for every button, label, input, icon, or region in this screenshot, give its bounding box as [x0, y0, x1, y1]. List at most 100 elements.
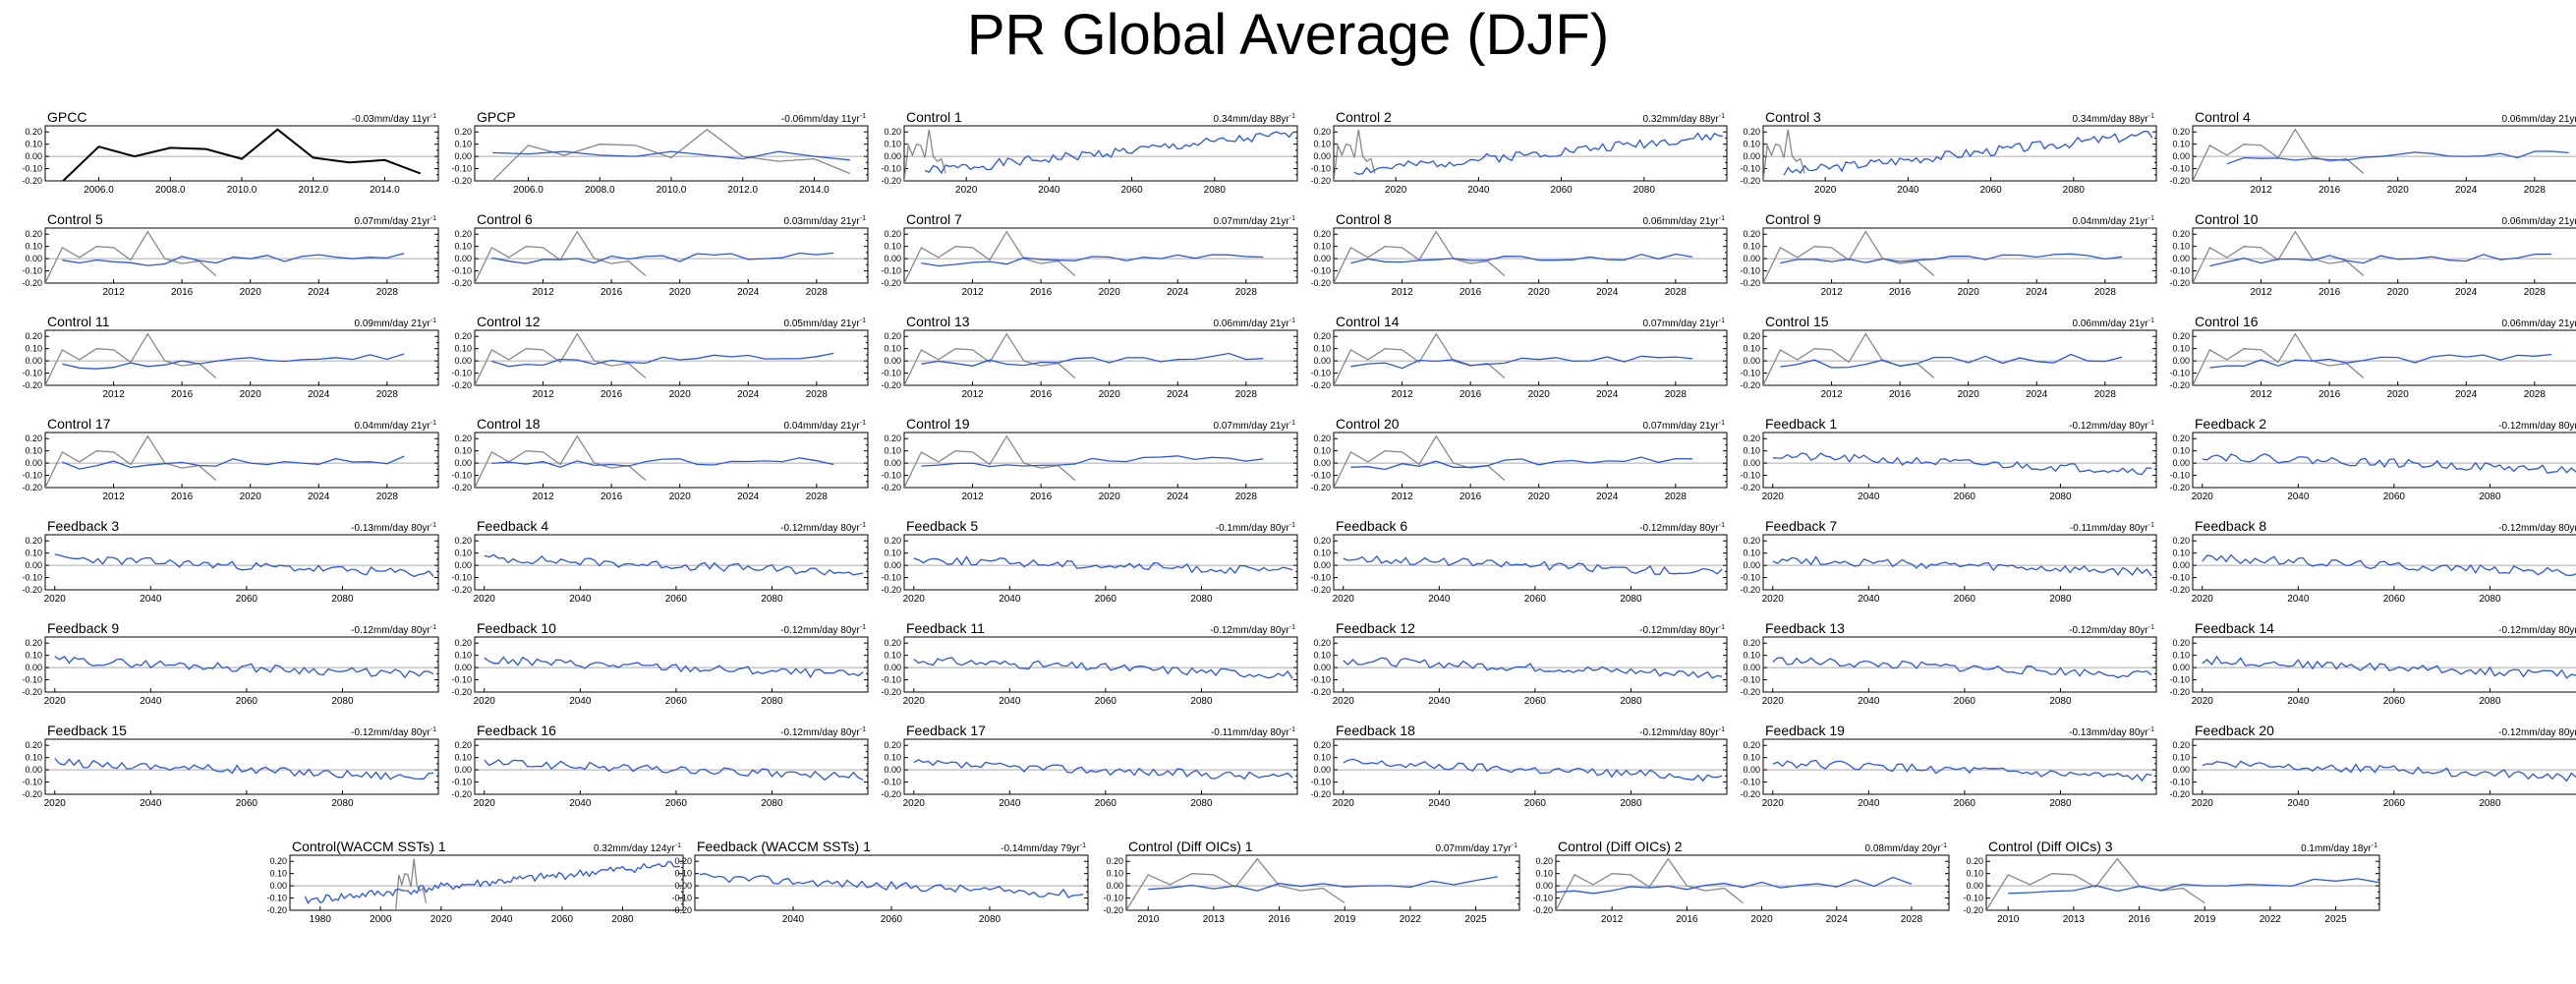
panel-title: Control 9 [1765, 211, 1821, 227]
panel-title: Feedback 10 [477, 620, 556, 636]
panel-frame [2192, 738, 2576, 795]
y-tick-label: -0.10 [1740, 573, 1760, 583]
series-model [54, 758, 434, 781]
x-tick-label: 2020 [474, 798, 496, 809]
x-tick-label: 2013 [2063, 914, 2086, 925]
x-tick-label: 2024 [308, 389, 330, 400]
panel-trend: 0.04mm/day 21yr-1 [784, 420, 867, 432]
y-tick-label: -0.10 [451, 369, 472, 378]
panel-frame [903, 534, 1298, 591]
y-tick-label: -0.20 [881, 483, 901, 492]
x-tick-label: 2080 [2479, 696, 2501, 707]
panel-frame [2192, 534, 2576, 591]
x-tick-label: 2060 [1120, 185, 1143, 196]
y-tick-label: 0.10 [454, 242, 472, 252]
panel-title: Feedback 2 [2195, 416, 2266, 432]
y-tick-label: 0.00 [1535, 881, 1553, 891]
x-tick-label: 2060 [2383, 696, 2406, 707]
y-tick-label: -0.10 [1740, 778, 1760, 787]
x-tick-label: 2012 [1820, 287, 1843, 298]
y-tick-label: 0.00 [884, 560, 901, 570]
series-model [491, 252, 834, 264]
panel: Feedback 4 -0.12mm/day 80yr-1 0.20 0.10 0.00… [451, 518, 869, 605]
panel-title: GPCC [47, 109, 86, 125]
panel-title: Feedback 1 [1765, 416, 1837, 432]
panel-title: Feedback 9 [47, 620, 119, 636]
x-tick-label: 2040 [1467, 185, 1490, 196]
y-tick-label: -0.10 [881, 471, 901, 481]
y-tick-label: 0.20 [454, 127, 472, 137]
y-tick-label: -0.20 [22, 789, 42, 799]
plot-area [2193, 332, 2552, 385]
y-tick-label: -0.10 [2169, 675, 2190, 685]
plot-area [904, 230, 1264, 283]
x-tick-label: 2012 [532, 492, 554, 502]
x-tick-label: 2024 [1167, 492, 1189, 502]
panel-frame [474, 738, 869, 795]
series-obs [904, 332, 1076, 385]
panel-trend: -0.12mm/day 80yr-1 [2498, 624, 2576, 636]
y-tick-label: -0.20 [1740, 278, 1760, 288]
y-tick-label: -0.20 [451, 687, 472, 697]
y-tick-label: -0.20 [881, 176, 901, 186]
y-tick-label: -0.20 [2169, 278, 2190, 288]
x-tick-label: 2028 [2094, 389, 2117, 400]
y-tick-label: 0.20 [454, 740, 472, 750]
plot-area [1343, 554, 1723, 575]
y-tick-label: 0.10 [884, 446, 901, 456]
x-tick-label: 2012 [2250, 287, 2272, 298]
y-tick-label: 0.20 [1313, 434, 1331, 443]
series-model [1350, 253, 1693, 264]
x-tick-label: 2020 [903, 798, 926, 809]
series-gpcc [62, 128, 422, 181]
y-tick-label: 0.10 [454, 344, 472, 354]
panel-trend: -0.12mm/day 80yr-1 [1210, 624, 1295, 636]
x-tick-label: 2019 [1334, 914, 1356, 925]
x-tick-label: 2060 [1954, 696, 1976, 707]
x-tick-label: 2040 [490, 914, 513, 925]
y-tick-label: 0.00 [1313, 356, 1331, 366]
series-obs [904, 230, 1076, 283]
y-tick-label: 0.20 [2172, 229, 2190, 239]
y-tick-label: 0.20 [454, 229, 472, 239]
x-tick-label: 2012 [1820, 389, 1843, 400]
y-tick-label: 0.00 [1966, 881, 1983, 891]
series-obs [491, 128, 851, 181]
y-tick-label: -0.10 [266, 894, 287, 903]
y-tick-label: 0.00 [2172, 560, 2190, 570]
plot-area [1763, 129, 2153, 181]
x-tick-label: 2020 [240, 492, 262, 502]
panel-frame [1333, 534, 1728, 591]
panel-frame [1333, 738, 1728, 795]
panel-trend: -0.03mm/day 11yr-1 [352, 113, 436, 125]
plot-area [1126, 857, 1498, 910]
panel-trend: -0.12mm/day 80yr-1 [780, 726, 866, 738]
y-tick-label: 0.00 [884, 254, 901, 263]
panel-trend: -0.12mm/day 80yr-1 [351, 726, 436, 738]
panel: Control 17 0.04mm/day 21yr-1 0.20 0.10 0.00 -… [22, 416, 439, 502]
series-obs [1334, 230, 1506, 283]
panel: GPCP -0.06mm/day 11yr-1 0.20 0.10 0.00 -0.10 -… [451, 109, 869, 196]
y-tick-label: -0.10 [2169, 471, 2190, 481]
panel: Feedback 3 -0.13mm/day 80yr-1 0.20 0.10 0.00… [22, 518, 439, 605]
x-tick-label: 2016 [601, 492, 623, 502]
panel-trend: 0.06mm/day 21yr-1 [2502, 215, 2576, 227]
x-tick-label: 2020 [1814, 185, 1837, 196]
y-tick-label: -0.20 [1310, 278, 1331, 288]
y-tick-label: 0.10 [2172, 242, 2190, 252]
series-model [2209, 253, 2552, 267]
y-tick-label: 0.00 [25, 458, 42, 468]
panel: Feedback 17 -0.11mm/day 80yr-1 0.20 0.10 0.0… [881, 723, 1298, 809]
x-tick-label: 2028 [2524, 389, 2547, 400]
series-model [2209, 353, 2552, 369]
x-tick-label: 2024 [308, 492, 330, 502]
panel-frame [1125, 854, 1520, 911]
panel-trend: 0.09mm/day 21yr-1 [355, 318, 437, 329]
y-tick-label: -0.20 [1310, 176, 1331, 186]
x-tick-label: 2028 [376, 287, 399, 298]
panel-trend: 0.32mm/day 88yr-1 [1643, 113, 1726, 125]
x-tick-label: 2060 [1550, 185, 1573, 196]
y-tick-label: 0.00 [454, 356, 472, 366]
plot-area [45, 434, 405, 488]
y-tick-label: -0.10 [1103, 894, 1123, 903]
